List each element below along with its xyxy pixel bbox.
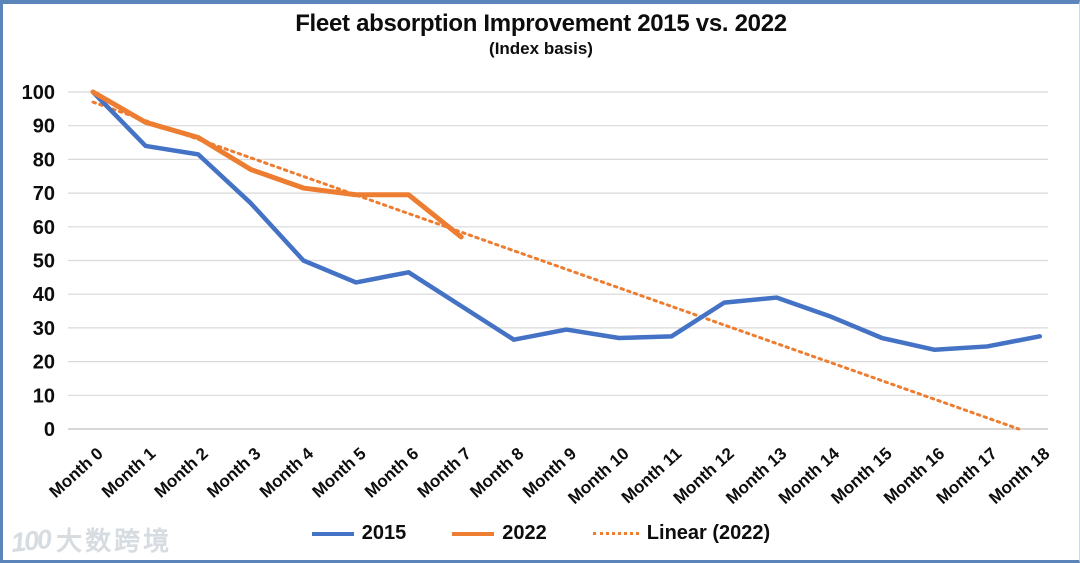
watermark-logo-icon: 100: [9, 524, 52, 558]
chart-title: Fleet absorption Improvement 2015 vs. 20…: [295, 10, 787, 37]
legend-item-2022: 2022: [452, 522, 547, 545]
chart-legend: 2015 2022 Linear (2022): [3, 522, 1079, 545]
legend-item-linear-2022: Linear (2022): [592, 522, 771, 545]
y-tick-label: 40: [33, 284, 55, 306]
trendline-linear-2022: [91, 100, 1021, 431]
x-tick-label: Month 8: [466, 444, 527, 502]
legend-line-sample-2022: [452, 531, 495, 536]
y-tick-label: 70: [33, 183, 55, 205]
legend-line-sample-2015: [311, 531, 354, 536]
x-tick-label: Month 5: [309, 444, 370, 502]
chart-subtitle: (Index basis): [489, 39, 593, 58]
series-2022-line: [90, 89, 464, 240]
y-tick-label: 30: [33, 318, 55, 340]
y-tick-label: 10: [33, 385, 55, 407]
watermark: 100 大数跨境: [9, 521, 173, 558]
y-tick-label: 0: [44, 419, 55, 441]
x-tick-label: Month 4: [256, 443, 318, 501]
legend-label-2015: 2015: [361, 522, 407, 544]
series-2015-line: [90, 89, 1043, 353]
legend-label-linear-2022: Linear (2022): [646, 522, 771, 544]
x-tick-label: Month 0: [46, 444, 107, 502]
chart-header: Fleet absorption Improvement 2015 vs. 20…: [3, 10, 1079, 59]
legend-item-2015: 2015: [311, 522, 407, 545]
y-tick-label: 60: [33, 217, 55, 239]
y-tick-label: 80: [33, 149, 55, 171]
legend-label-2022: 2022: [502, 522, 547, 544]
y-tick-label: 100: [22, 82, 55, 104]
y-tick-label: 50: [33, 251, 55, 273]
x-tick-label: Month 1: [98, 444, 159, 502]
x-tick-label: Month 2: [151, 444, 212, 502]
legend-line-sample-linear-2022: [592, 532, 639, 535]
x-tick-label: Month 6: [361, 444, 422, 502]
y-tick-label: 20: [33, 352, 55, 374]
x-tick-label: Month 3: [203, 444, 264, 502]
y-tick-label: 90: [33, 116, 55, 138]
x-tick-label: Month 7: [414, 444, 475, 502]
watermark-text: 大数跨境: [56, 526, 173, 556]
